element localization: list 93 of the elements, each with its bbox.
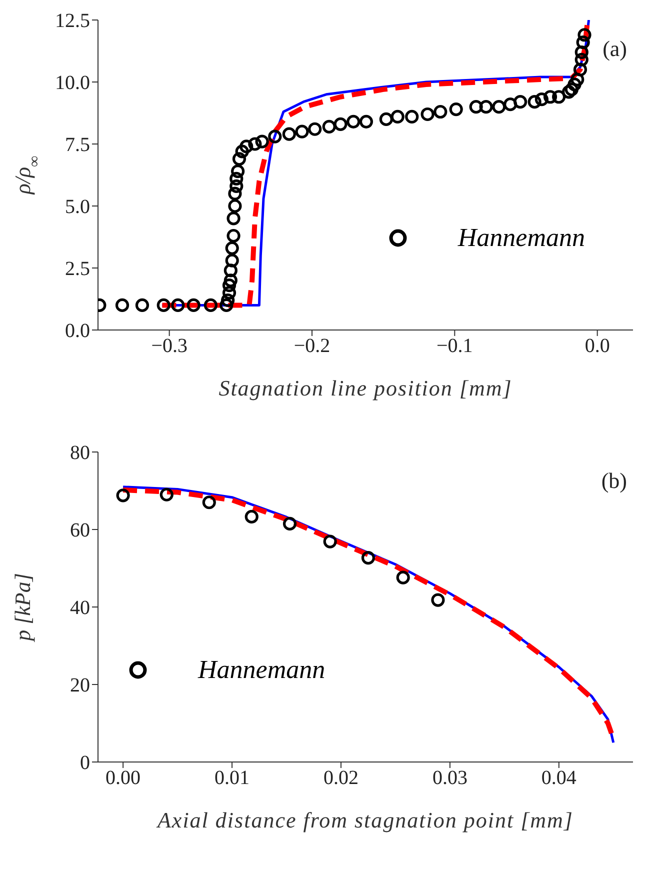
- point: [204, 298, 218, 312]
- point: [235, 144, 249, 158]
- point: [308, 122, 322, 136]
- point: [323, 534, 337, 548]
- y-tick-label: 7.5: [65, 134, 90, 156]
- legend-label: Hannemann: [458, 223, 585, 253]
- x-tick-label: −0.1: [436, 335, 473, 358]
- point: [492, 100, 506, 114]
- point: [282, 127, 296, 141]
- point: [222, 286, 236, 300]
- point: [469, 100, 483, 114]
- point: [226, 212, 240, 226]
- point: [359, 114, 374, 128]
- x-tick-label: 0.04: [541, 767, 576, 790]
- point: [282, 516, 297, 530]
- point: [346, 114, 360, 128]
- y-tick-label: 0: [80, 752, 90, 774]
- point: [228, 186, 242, 200]
- point: [222, 278, 236, 292]
- x-axis-title: Stagnation line position [mm]: [218, 376, 512, 401]
- point: [420, 107, 434, 122]
- point: [379, 112, 393, 126]
- point: [186, 298, 200, 312]
- x-tick-label: 0.0: [584, 335, 610, 358]
- point: [573, 62, 588, 76]
- point: [578, 28, 592, 42]
- y-tick-label: 0.0: [65, 320, 90, 342]
- point: [322, 120, 336, 134]
- point: [224, 264, 238, 278]
- point: [202, 496, 216, 510]
- point: [255, 134, 269, 148]
- x-tick-label: 0.00: [106, 767, 141, 790]
- point: [513, 95, 528, 109]
- y-tick-label: 10.0: [55, 72, 90, 94]
- point: [231, 164, 245, 178]
- x-tick-label: −0.3: [151, 335, 188, 358]
- point: [568, 78, 582, 92]
- point: [224, 274, 238, 288]
- point: [240, 140, 254, 154]
- point: [160, 488, 174, 502]
- x-tick-label: −0.2: [294, 335, 330, 358]
- point: [135, 298, 150, 312]
- x-tick-label: 0.03: [432, 767, 468, 790]
- y-tick-label: 2.5: [65, 258, 90, 280]
- y-tick-label: 20: [70, 674, 90, 697]
- annotation: (b): [601, 468, 627, 494]
- y-axis-title: p [kPa]: [10, 573, 35, 643]
- point: [248, 137, 262, 151]
- point: [232, 152, 246, 166]
- point: [361, 550, 376, 565]
- point: [449, 102, 463, 116]
- point: [268, 130, 282, 144]
- point: [220, 298, 234, 312]
- point: [156, 298, 170, 312]
- point: [225, 241, 239, 255]
- point: [171, 298, 185, 312]
- point: [574, 45, 588, 60]
- point: [552, 90, 566, 104]
- annotation: (a): [602, 36, 627, 62]
- x-axis-title: Axial distance from stagnation point [mm]: [155, 808, 574, 833]
- point: [543, 90, 558, 104]
- x-tick-label: 0.02: [323, 767, 358, 790]
- point: [295, 124, 309, 138]
- point: [230, 172, 244, 186]
- point: [116, 488, 130, 502]
- point: [244, 510, 258, 524]
- point: [564, 82, 578, 96]
- point: [534, 92, 548, 106]
- point: [396, 570, 410, 584]
- point: [479, 100, 493, 114]
- point: [115, 298, 130, 312]
- point: [431, 593, 445, 607]
- point: [225, 254, 239, 268]
- point: [230, 179, 244, 193]
- y-tick-label: 80: [70, 442, 90, 464]
- y-tick-label: 60: [70, 520, 90, 542]
- point: [504, 98, 518, 112]
- y-tick-label: 40: [70, 597, 90, 620]
- point: [574, 52, 588, 66]
- point: [221, 293, 235, 308]
- point: [576, 36, 590, 50]
- y-tick-label: 12.5: [55, 10, 90, 32]
- point: [228, 199, 242, 213]
- point: [226, 228, 240, 243]
- point: [390, 110, 404, 124]
- point: [570, 72, 584, 86]
- x-tick-label: 0.01: [214, 767, 250, 790]
- point: [434, 104, 448, 119]
- point: [528, 95, 542, 109]
- y-tick-label: 5.0: [65, 196, 90, 218]
- point: [405, 110, 419, 124]
- legend-label: Hannemann: [198, 655, 326, 685]
- point: [334, 117, 348, 131]
